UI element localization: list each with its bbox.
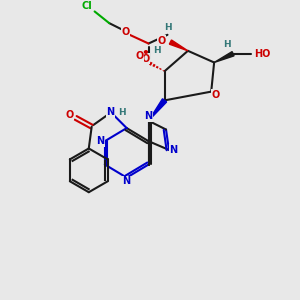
Text: H: H (164, 23, 171, 32)
Text: O: O (142, 54, 150, 64)
Text: H: H (118, 107, 126, 116)
Text: Cl: Cl (82, 1, 93, 11)
Polygon shape (169, 40, 188, 51)
Text: •: • (142, 47, 150, 60)
Polygon shape (214, 52, 234, 62)
Text: HO: HO (254, 49, 270, 59)
Text: H: H (154, 46, 161, 55)
Text: O: O (158, 36, 166, 46)
Text: N: N (106, 107, 115, 117)
Text: N: N (96, 136, 104, 146)
Text: N: N (169, 145, 177, 155)
Text: O: O (121, 27, 129, 37)
Polygon shape (148, 99, 166, 121)
Text: H: H (224, 40, 231, 50)
Text: N: N (123, 176, 131, 186)
Text: O: O (135, 51, 143, 61)
Text: O: O (66, 110, 74, 120)
Text: O: O (212, 89, 220, 100)
Text: N: N (145, 111, 153, 122)
